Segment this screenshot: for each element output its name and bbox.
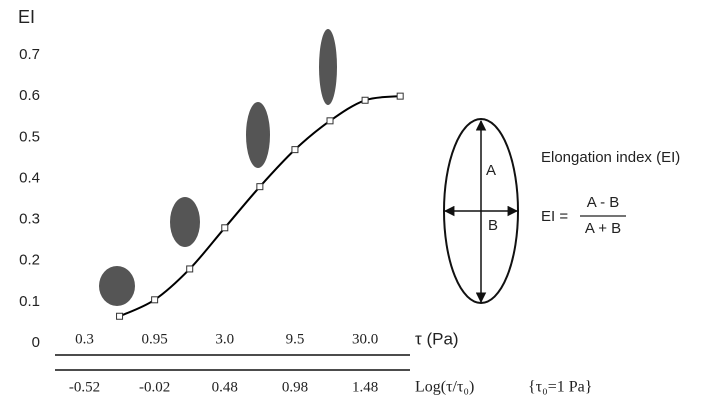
x-tick-label: 30.0 [352,331,378,347]
x2-tick-label: 1.48 [352,379,378,395]
x-tick-label: 0.3 [75,331,94,347]
y-tick-label: 0.4 [19,169,40,186]
x2-tick-label: 0.48 [212,379,238,395]
x-tick-label: 3.0 [215,331,234,347]
minor-label: B [488,217,498,234]
x-tick-label: 9.5 [286,331,305,347]
y-tick-label: 0 [32,334,40,351]
major-label: A [486,162,496,179]
data-point [221,224,229,232]
data-point [396,92,404,100]
data-point [361,96,369,104]
formula-numerator: A - B [587,194,620,211]
cell-shape [99,266,135,306]
data-point [326,117,334,125]
y-tick-label: 0.7 [19,46,40,63]
cell-shape [319,29,337,105]
x-axis-label: τ (Pa) [415,329,459,348]
y-tick-label: 0.1 [19,293,40,310]
formula-lhs: EI = [541,208,568,225]
data-point [291,146,299,154]
y-tick-label: 0.2 [19,252,40,269]
x2-axis-label: Log(τ/τ₀) [415,379,474,396]
y-axis-label: EI [18,7,35,27]
data-point [186,265,194,273]
data-point [151,296,159,304]
x2-note: {τ₀=1 Pa} [528,379,592,396]
cell-shape [170,197,200,247]
x2-tick-label: -0.02 [139,379,170,395]
x2-tick-label: 0.98 [282,379,308,395]
cell-shape [246,102,270,168]
formula-denominator: A + B [585,220,621,237]
annotation-title: Elongation index (EI) [541,149,680,166]
x-tick-label: 0.95 [141,331,167,347]
y-tick-label: 0.6 [19,87,40,104]
data-point [116,312,124,320]
x2-tick-label: -0.52 [69,379,100,395]
y-tick-label: 0.5 [19,128,40,145]
data-point [256,183,264,191]
y-tick-label: 0.3 [19,211,40,228]
